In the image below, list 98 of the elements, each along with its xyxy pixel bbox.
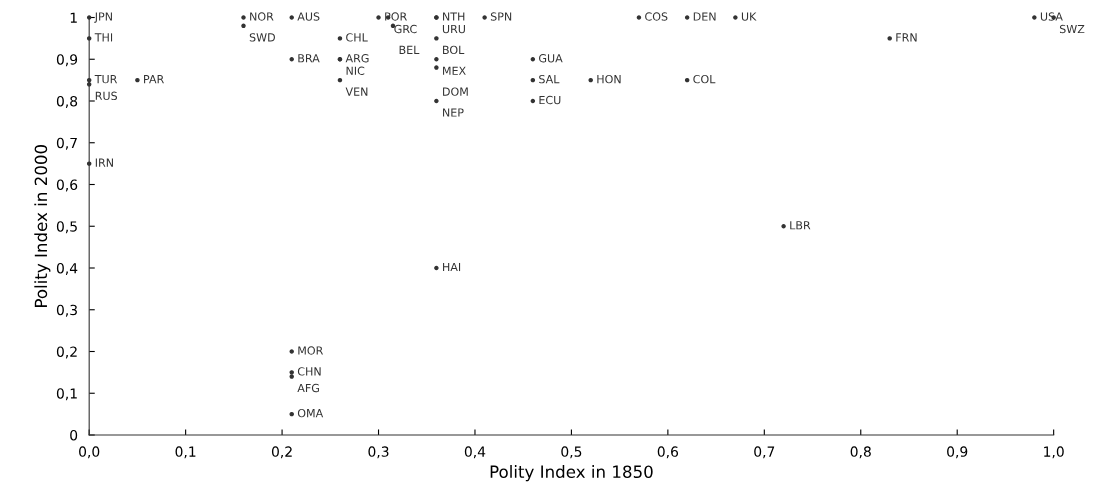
y-tick-label: 0,5	[56, 221, 77, 234]
data-label: HAI	[443, 262, 461, 272]
point	[241, 23, 246, 29]
data-label: NEP	[443, 108, 464, 117]
point	[482, 15, 487, 20]
x-tick-label: 0,4	[464, 446, 486, 459]
point	[337, 77, 343, 83]
data-label: TUR	[94, 75, 118, 84]
point	[135, 77, 140, 83]
data-label: NIC	[346, 66, 365, 75]
point	[636, 15, 642, 20]
data-label: MEX	[443, 66, 466, 75]
x-tick-label: 0,5	[561, 446, 582, 459]
point	[434, 98, 439, 104]
data-label: URU	[442, 24, 465, 34]
data-label: GUA	[539, 54, 563, 63]
x-tick-label: 0,7	[754, 446, 775, 459]
y-tick-label: 0,6	[56, 179, 78, 192]
point	[733, 15, 738, 20]
data-label: CHN	[297, 367, 321, 376]
point	[289, 349, 294, 354]
x-tick-label: 0,9	[947, 446, 968, 459]
point	[289, 370, 294, 375]
data-label: BOL	[443, 45, 465, 55]
point	[337, 36, 343, 41]
y-axis-title: Polity Index in 2000	[34, 145, 51, 307]
data-label: JPN	[94, 12, 112, 23]
y-tick-label: 0,4	[56, 262, 78, 275]
y-tick-label: 0,9	[56, 54, 78, 67]
y-tick-label: 1	[70, 12, 77, 23]
point	[376, 15, 381, 20]
data-label: OMA	[297, 408, 324, 418]
data-label: SWD	[249, 33, 275, 42]
x-tick-label: 0,3	[368, 446, 389, 459]
point	[86, 82, 92, 87]
data-label: CHL	[346, 33, 368, 42]
data-label: THI	[94, 33, 113, 42]
data-label: SAL	[539, 74, 560, 84]
data-label: UK	[741, 12, 757, 21]
point	[530, 98, 536, 104]
x-tick-label: 1,0	[1044, 446, 1064, 459]
data-label: LBR	[790, 221, 811, 230]
data-label: SWZ	[1059, 24, 1085, 34]
data-label: RUS	[95, 91, 118, 101]
data-label: NOR	[250, 12, 274, 21]
data-label: AUS	[297, 12, 320, 21]
data-label: DOM	[443, 87, 468, 96]
data-label: GRC	[394, 24, 417, 34]
x-tick-label: 0,1	[175, 446, 196, 459]
data-label: POR	[385, 12, 407, 21]
point	[289, 411, 294, 417]
x-tick-label: 0,0	[79, 446, 100, 459]
y-tick-label: 0,7	[56, 137, 77, 150]
y-tick-label: 0,8	[56, 95, 78, 108]
point	[434, 265, 439, 271]
point	[684, 77, 690, 83]
point	[86, 161, 92, 166]
data-label: COS	[645, 12, 668, 21]
point	[887, 36, 892, 41]
point	[241, 15, 246, 20]
point	[1032, 15, 1037, 20]
data-label: HON	[597, 74, 621, 84]
point	[434, 36, 439, 41]
data-label: NTH	[443, 12, 465, 21]
data-label: FRN	[896, 33, 917, 42]
point	[86, 77, 92, 83]
point	[86, 15, 92, 20]
data-label: SPN	[490, 12, 512, 21]
y-tick-label: 0,1	[56, 388, 77, 401]
point	[434, 57, 439, 62]
data-label: MOR	[298, 346, 324, 355]
x-tick-label: 0,6	[657, 446, 679, 459]
point	[530, 57, 536, 62]
data-label: DEN	[693, 12, 716, 21]
point	[289, 374, 294, 379]
data-label: PAR	[144, 75, 164, 84]
data-label: AFG	[297, 383, 319, 393]
data-label: COL	[693, 74, 716, 84]
point	[530, 77, 536, 83]
x-tick-label: 0,8	[850, 446, 871, 459]
point	[289, 57, 294, 62]
data-label: IRN	[95, 158, 113, 167]
data-label: VEN	[345, 87, 368, 96]
y-tick-label: 0,2	[56, 346, 77, 359]
data-label: BEL	[399, 45, 420, 54]
y-tick-label: 0	[70, 429, 78, 441]
point	[684, 15, 690, 20]
point	[781, 224, 786, 229]
x-tick-label: 0,2	[271, 446, 292, 459]
point	[86, 36, 92, 41]
point	[434, 65, 439, 70]
point	[289, 15, 294, 20]
data-label: ECU	[539, 95, 561, 105]
data-label: BRA	[298, 54, 320, 63]
x-axis-title: Polity Index in 1850	[490, 465, 653, 482]
y-tick-label: 0,3	[56, 304, 77, 317]
point	[588, 77, 593, 83]
data-label: ARG	[345, 54, 369, 63]
